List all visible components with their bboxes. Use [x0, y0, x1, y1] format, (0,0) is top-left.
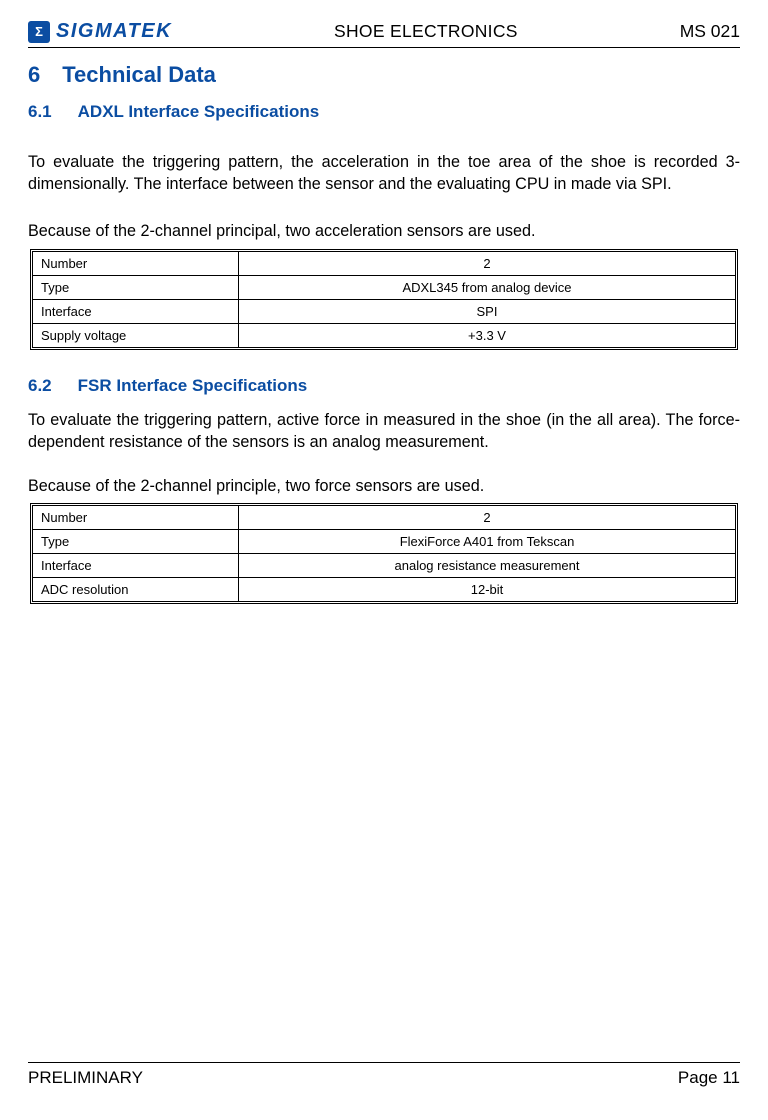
table-row: Number2: [33, 506, 736, 530]
logo-text: SIGMATEK: [56, 20, 172, 43]
paragraph: To evaluate the triggering pattern, acti…: [28, 410, 740, 453]
subsection-title: FSR Interface Specifications: [78, 376, 308, 395]
table-row: Number2: [33, 252, 736, 276]
cell-label: Type: [33, 530, 239, 554]
cell-label: Interface: [33, 300, 239, 324]
subsection-title: ADXL Interface Specifications: [78, 102, 320, 121]
cell-label: Number: [33, 252, 239, 276]
header-title: SHOE ELECTRONICS: [334, 21, 518, 42]
cell-value: ADXL345 from analog device: [239, 276, 736, 300]
footer-right: Page 11: [678, 1068, 740, 1088]
cell-label: Interface: [33, 554, 239, 578]
table-row: ADC resolution12-bit: [33, 578, 736, 602]
cell-label: ADC resolution: [33, 578, 239, 602]
table-row: Supply voltage+3.3 V: [33, 324, 736, 348]
subsection-heading-61: 6.1 ADXL Interface Specifications: [28, 102, 740, 122]
table-row: TypeFlexiForce A401 from Tekscan: [33, 530, 736, 554]
cell-value: 2: [239, 506, 736, 530]
cell-label: Type: [33, 276, 239, 300]
subsection-heading-62: 6.2 FSR Interface Specifications: [28, 376, 740, 396]
paragraph: To evaluate the triggering pattern, the …: [28, 152, 740, 195]
section-heading: 6 Technical Data: [28, 62, 740, 88]
cell-value: SPI: [239, 300, 736, 324]
table-row: Interfaceanalog resistance measurement: [33, 554, 736, 578]
cell-value: FlexiForce A401 from Tekscan: [239, 530, 736, 554]
cell-value: 2: [239, 252, 736, 276]
cell-value: analog resistance measurement: [239, 554, 736, 578]
paragraph: Because of the 2-channel principle, two …: [28, 476, 740, 498]
cell-value: +3.3 V: [239, 324, 736, 348]
page-header: Σ SIGMATEK SHOE ELECTRONICS MS 021: [28, 20, 740, 48]
logo: Σ SIGMATEK: [28, 20, 172, 43]
fsr-spec-table: Number2 TypeFlexiForce A401 from Tekscan…: [32, 505, 736, 602]
header-doc-code: MS 021: [680, 21, 740, 42]
subsection-number: 6.2: [28, 376, 52, 395]
cell-label: Supply voltage: [33, 324, 239, 348]
subsection-number: 6.1: [28, 102, 52, 121]
cell-value: 12-bit: [239, 578, 736, 602]
logo-mark-icon: Σ: [28, 21, 50, 43]
footer-left: PRELIMINARY: [28, 1068, 143, 1088]
cell-label: Number: [33, 506, 239, 530]
page-footer: PRELIMINARY Page 11: [28, 1062, 740, 1088]
section-title: Technical Data: [62, 62, 216, 87]
table-row: InterfaceSPI: [33, 300, 736, 324]
section-number: 6: [28, 62, 40, 87]
table-row: TypeADXL345 from analog device: [33, 276, 736, 300]
adxl-spec-table: Number2 TypeADXL345 from analog device I…: [32, 251, 736, 348]
paragraph: Because of the 2-channel principal, two …: [28, 221, 740, 243]
